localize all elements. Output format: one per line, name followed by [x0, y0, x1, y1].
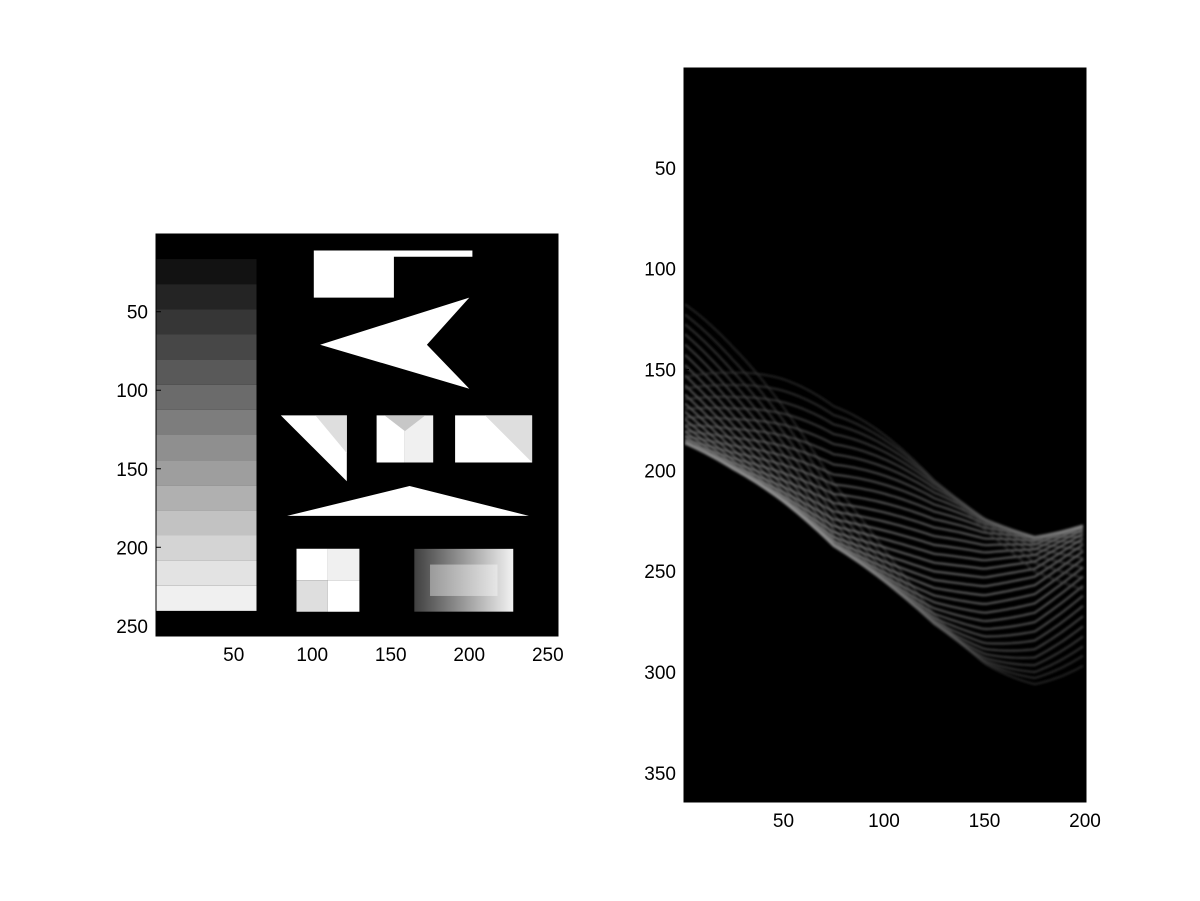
sinogram-curve: [684, 406, 1084, 560]
sinogram-curve: [684, 303, 1084, 686]
checker-square-tl: [296, 548, 328, 581]
phantom-image-panel: 50 100 150 200 250 50 100 150 200 250: [116, 233, 564, 666]
sinogram-frame: [683, 67, 1087, 803]
x-tick-label: 100: [868, 811, 900, 832]
sinogram-curve: [684, 323, 1084, 674]
y-tick-label: 150: [116, 460, 148, 481]
gray-band: [156, 359, 257, 385]
split-square-left: [376, 415, 405, 463]
sinogram-curve: [684, 371, 1084, 591]
x-tick-label: 100: [296, 645, 328, 666]
gray-band: [156, 585, 257, 611]
gray-band: [156, 334, 257, 360]
x-tick-label: 150: [969, 811, 1001, 832]
sinogram-curve: [684, 418, 1084, 597]
gray-band: [156, 535, 257, 561]
split-square-right: [404, 415, 434, 463]
sinogram-curve: [684, 442, 1084, 543]
sinogram-curve: [684, 313, 1084, 680]
sinogram-curve: [684, 384, 1084, 631]
y-tick-label: 350: [644, 764, 676, 785]
sinogram-curve: [685, 416, 1084, 551]
x-tick-label: 50: [223, 645, 244, 666]
gray-band: [156, 384, 257, 410]
sinogram-curve: [684, 395, 1084, 569]
gradient-box-inner: [430, 564, 498, 596]
checker-square-br: [327, 580, 360, 612]
split-square-notch: [384, 415, 426, 432]
gray-band: [156, 485, 257, 511]
gray-band: [156, 284, 257, 310]
sinogram-curve: [684, 393, 1084, 623]
sinogram-curves: [684, 303, 1084, 686]
y-tick-label: 150: [644, 360, 676, 381]
gray-band: [156, 259, 257, 285]
x-tick-label: 200: [453, 645, 485, 666]
phantom-image-frame: [155, 233, 559, 637]
x-tick-label: 50: [773, 811, 794, 832]
gray-band: [156, 409, 257, 435]
sinogram-curve: [684, 410, 1084, 605]
sinogram-curve: [684, 441, 1084, 540]
sinogram-curve: [684, 402, 1084, 614]
y-tick-label: 200: [644, 461, 676, 482]
y-tick-label: 100: [644, 260, 676, 281]
x-tick-label: 250: [532, 645, 564, 666]
sinogram-curve: [684, 442, 1084, 547]
gray-band: [156, 510, 257, 536]
gray-step-bands: [156, 259, 257, 611]
sinogram-curve: [684, 423, 1084, 544]
y-tick-label: 250: [644, 562, 676, 583]
y-tick-label: 100: [116, 381, 148, 402]
diagonal-square-gray: [485, 415, 533, 463]
sinogram-y-ticks: 50 100 150 200 250 300 350: [644, 159, 689, 785]
arrowhead: [320, 297, 470, 389]
sinogram-curve: [684, 333, 1084, 667]
y-tick-label: 50: [127, 303, 148, 324]
y-tick-label: 300: [644, 663, 676, 684]
checker-square-tr: [327, 548, 360, 581]
gray-band: [156, 435, 257, 461]
phantom-shapes: [280, 250, 533, 612]
y-tick-label: 50: [655, 159, 676, 180]
sinogram-x-ticks: 50 100 150 200: [773, 797, 1101, 832]
y-tick-label: 200: [116, 538, 148, 559]
sinogram-panel: 50 100 150 200 50 100 150 200 250 300 350: [644, 67, 1101, 832]
rectangle-with-bar: [313, 250, 473, 298]
x-tick-label: 150: [375, 645, 407, 666]
flat-triangle: [287, 486, 529, 516]
gray-band: [156, 460, 257, 486]
gray-band: [156, 560, 257, 586]
phantom-x-ticks: 50 100 150 200 250: [223, 631, 564, 666]
triangle-shade: [315, 415, 347, 454]
sinogram-curve: [684, 384, 1084, 580]
phantom-y-ticks: 50 100 150 200 250: [116, 303, 161, 638]
checker-square-bl: [296, 580, 328, 612]
x-tick-label: 200: [1069, 811, 1101, 832]
y-tick-label: 250: [116, 617, 148, 638]
gray-band: [156, 309, 257, 335]
